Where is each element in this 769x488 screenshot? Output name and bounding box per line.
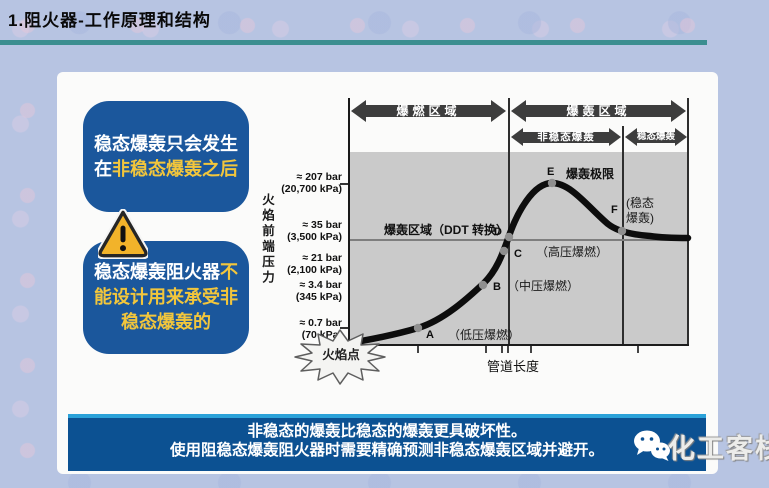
arrow-right-head [491, 100, 506, 122]
callout-box-bottom: 稳态爆轰阻火器不 能设计用来承受非 稳态爆轰的 [83, 241, 249, 354]
footer-line-1: 非稳态的爆轰比稳态的爆轰更具破坏性。 [247, 423, 527, 440]
point-E-label: E [547, 166, 555, 178]
brand-watermark: 化工客栈 [668, 434, 769, 464]
ddt-line-label: 爆轰区域（DDT 转换） [384, 223, 508, 237]
point-F-label: F [611, 204, 618, 216]
footer-line-2: 使用阻稳态爆轰阻火器时需要精确预测非稳态爆轰区域并避开。 [169, 442, 604, 459]
x-tick-mark [637, 346, 639, 353]
x-tick-mark [530, 346, 532, 353]
arrow-right-head [675, 128, 688, 146]
arrow-left-head [351, 100, 366, 122]
plot-right-border [687, 98, 689, 345]
zone-label: 爆燃区域 [366, 105, 491, 117]
y-tick-21bar: ≈ 21 bar (2,100 kPa) [287, 252, 342, 276]
point-B-label: B [493, 281, 501, 293]
page-title: 1.阻火器-工作原理和结构 [8, 11, 211, 30]
x-tick-mark [417, 346, 419, 353]
y-tick-mark [340, 183, 348, 185]
zone-label: 爆轰区域 [526, 105, 671, 117]
point-B-desc: （中压爆燃） [507, 279, 580, 293]
zone-boundary-ddt [508, 98, 510, 345]
x-tick-mark [507, 346, 509, 353]
callout-line: 能设计用来承受非 [94, 287, 238, 307]
y-tick-3.4bar: ≈ 3.4 bar (345 kPa) [295, 279, 342, 303]
y-tick-0.7bar: ≈ 0.7 bar (70 kPa) [299, 317, 342, 341]
x-axis-title: 管道长度 [486, 359, 539, 374]
zone-label: 稳态爆轰 [637, 131, 676, 143]
arrow-right-head [671, 100, 686, 122]
y-axis-title: 火焰前端压力 [260, 193, 274, 286]
point-D-label: D [494, 226, 502, 238]
zone-label: 非稳态爆轰 [523, 131, 609, 143]
arrow-left-head [625, 128, 637, 146]
callout-line: 稳态爆轰阻火器不 [94, 262, 238, 282]
wechat-icon [633, 429, 671, 462]
arrow-left-head [511, 100, 526, 122]
zone-arrow-deflagration: 爆燃区域 [351, 100, 506, 122]
detonation-limit-label: 爆轰极限 [566, 167, 615, 181]
y-tick-mark [340, 327, 348, 329]
zone-arrow-detonation: 爆轰区域 [511, 100, 686, 122]
warning-triangle-icon [98, 209, 148, 259]
zone-arrow-stable-detonation: 稳态爆轰 [625, 128, 688, 146]
callout-line: 稳态爆轰的 [121, 312, 211, 332]
y-tick-35bar: ≈ 35 bar (3,500 kPa) [287, 219, 342, 243]
callout-line: 稳态爆轰只会发生 [94, 133, 238, 154]
point-C-desc: （高压爆燃） [536, 245, 609, 259]
y-tick-207bar: ≈ 207 bar (20,700 kPa) [281, 171, 342, 195]
point-C-label: C [514, 248, 522, 260]
y-axis-line [348, 98, 350, 345]
zone-arrow-unstable-detonation: 非稳态爆轰 [511, 128, 621, 146]
point-A-desc: （低压爆燃） [448, 328, 521, 342]
point-A-label: A [426, 329, 434, 341]
arrow-left-head [511, 128, 523, 146]
ddt-threshold-line [350, 239, 688, 241]
x-tick-mark [485, 346, 487, 353]
flame-point-label: 火焰点 [322, 348, 360, 362]
arrow-right-head [609, 128, 621, 146]
callout-line: 在非稳态爆轰之后 [94, 158, 238, 179]
footer-banner: 非稳态的爆轰比稳态的爆轰更具破坏性。 使用阻稳态爆轰阻火器时需要精确预测非稳态爆… [68, 414, 706, 471]
stable-detonation-label: (稳态爆轰) [626, 196, 654, 225]
callout-box-top: 稳态爆轰只会发生 在非稳态爆轰之后 [83, 101, 249, 212]
zone-boundary-stable [622, 126, 624, 345]
x-tick-mark [501, 346, 503, 353]
title-underline [0, 40, 707, 45]
